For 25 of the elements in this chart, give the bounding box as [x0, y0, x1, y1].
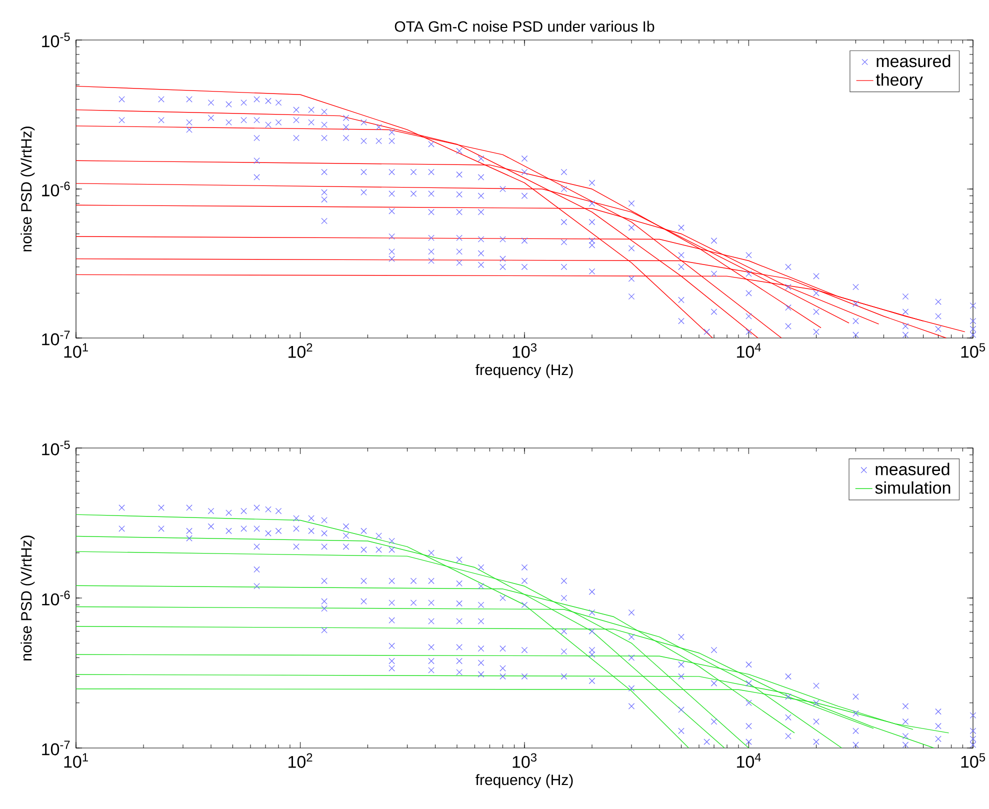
legend-label: measured: [876, 462, 950, 476]
x-tick-label: 10$^{5}$: [961, 753, 986, 768]
x-tick-label: 10$^{2}$: [288, 343, 312, 358]
y-tick-label: 10$^{-6}$: [42, 590, 70, 606]
y-tick-label: 10$^{-5}$: [42, 32, 70, 48]
legend-label: simulation: [875, 481, 950, 494]
y-tick-label: 10$^{-7}$: [42, 740, 70, 756]
x-tick-label: 10$^{4}$: [737, 343, 761, 358]
x-tick-label: 10$^{2}$: [288, 753, 312, 768]
y-axis-title: noise PSD (V/rtHz): [20, 126, 35, 252]
legend-label: theory: [876, 73, 923, 90]
x-tick-label: 10$^{3}$: [512, 343, 536, 358]
legend-label: measured: [876, 54, 950, 68]
chart-title: OTA Gm-C noise PSD under various Ib: [394, 20, 654, 32]
y-tick-label: 10$^{-5}$: [42, 440, 70, 456]
y-tick-label: 10$^{-6}$: [42, 182, 70, 196]
y-axis-title: noise PSD (V/rtHz): [20, 536, 35, 660]
x-axis-title: frequency (Hz): [476, 364, 573, 378]
x-tick-label: 10$^{1}$: [64, 753, 88, 768]
y-tick-label: 10$^{-7}$: [42, 330, 70, 346]
x-tick-label: 10$^{1}$: [64, 343, 88, 358]
x-axis-title: frequency (Hz): [476, 774, 573, 788]
x-tick-label: 10$^{4}$: [737, 753, 761, 768]
x-tick-label: 10$^{5}$: [961, 343, 986, 358]
x-tick-label: 10$^{3}$: [512, 753, 536, 768]
